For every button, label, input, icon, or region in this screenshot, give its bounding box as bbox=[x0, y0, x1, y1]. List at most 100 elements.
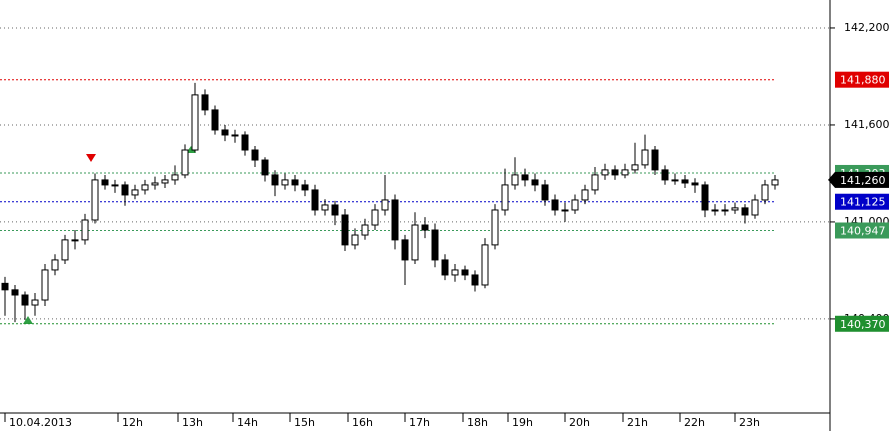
candle-body bbox=[41, 269, 49, 301]
candle-body bbox=[411, 224, 419, 261]
candle-body bbox=[271, 174, 279, 186]
candle-body bbox=[251, 149, 259, 161]
candle-body bbox=[1, 282, 9, 291]
candle-body bbox=[731, 207, 739, 211]
candle-body bbox=[81, 219, 89, 241]
candle-body bbox=[281, 179, 289, 186]
candle-body bbox=[341, 214, 349, 246]
candle-body bbox=[301, 184, 309, 191]
candle-body bbox=[331, 204, 339, 216]
candle-body bbox=[421, 224, 429, 231]
candle-body bbox=[641, 149, 649, 166]
candle-body bbox=[761, 184, 769, 201]
price-arrow bbox=[828, 171, 835, 188]
price-tag bbox=[835, 315, 889, 332]
x-tick-label: 19h bbox=[512, 416, 533, 429]
candle-body bbox=[51, 259, 59, 271]
candle-body bbox=[151, 182, 159, 186]
candle-body bbox=[191, 94, 199, 151]
candle-body bbox=[521, 174, 529, 181]
price-tag-label: 141,880 bbox=[840, 74, 886, 87]
candle-body bbox=[171, 174, 179, 181]
candle-body bbox=[441, 259, 449, 276]
candle-body bbox=[581, 189, 589, 201]
candle-body bbox=[741, 207, 749, 216]
price-tag bbox=[835, 222, 889, 239]
sell-signal bbox=[86, 154, 96, 162]
buy-signal bbox=[23, 316, 33, 324]
candle-body bbox=[181, 149, 189, 176]
candle-body bbox=[721, 209, 729, 212]
candle-body bbox=[111, 184, 119, 187]
candle-body bbox=[231, 134, 239, 137]
candle-body bbox=[201, 94, 209, 111]
candle-body bbox=[221, 129, 229, 136]
candle-body bbox=[631, 164, 639, 171]
candle-body bbox=[11, 289, 19, 296]
x-tick-label: 10.04.2013 bbox=[9, 416, 72, 429]
x-tick-label: 20h bbox=[569, 416, 590, 429]
candle-body bbox=[601, 169, 609, 176]
candle-body bbox=[401, 239, 409, 261]
price-tag bbox=[835, 171, 889, 188]
candle-body bbox=[681, 179, 689, 184]
candle-body bbox=[31, 299, 39, 306]
candle-body bbox=[481, 244, 489, 286]
candle-body bbox=[141, 184, 149, 191]
x-tick-label: 21h bbox=[627, 416, 648, 429]
y-tick-label: 141,600 bbox=[844, 118, 889, 131]
candle-body bbox=[61, 239, 69, 261]
candle-body bbox=[611, 169, 619, 176]
candle-body bbox=[71, 239, 79, 242]
y-tick-label: 142,200 bbox=[844, 21, 889, 34]
candle-body bbox=[211, 109, 219, 131]
candle-body bbox=[461, 269, 469, 276]
candle-body bbox=[451, 269, 459, 276]
candle-body bbox=[391, 199, 399, 241]
candle-body bbox=[261, 159, 269, 176]
x-tick-label: 12h bbox=[122, 416, 143, 429]
candle-body bbox=[431, 229, 439, 261]
candle-body bbox=[131, 189, 139, 196]
candle-body bbox=[321, 204, 329, 211]
candle-body bbox=[311, 189, 319, 211]
candle-body bbox=[591, 174, 599, 191]
candle-body bbox=[541, 184, 549, 201]
price-tag-label: 140,947 bbox=[840, 225, 886, 238]
candle-body bbox=[511, 174, 519, 186]
candle-body bbox=[571, 199, 579, 211]
candle-body bbox=[701, 184, 709, 211]
x-tick-label: 22h bbox=[684, 416, 705, 429]
candle-body bbox=[551, 199, 559, 211]
price-tag-label: 141,260 bbox=[840, 174, 886, 187]
candle-body bbox=[241, 134, 249, 151]
candle-body bbox=[91, 179, 99, 221]
x-tick-label: 15h bbox=[294, 416, 315, 429]
price-tag bbox=[835, 193, 889, 210]
candle-body bbox=[491, 209, 499, 246]
candle-body bbox=[691, 182, 699, 186]
candle-body bbox=[361, 224, 369, 236]
candle-body bbox=[501, 184, 509, 211]
candle-body bbox=[531, 179, 539, 186]
x-tick-label: 23h bbox=[739, 416, 760, 429]
candle-body bbox=[161, 179, 169, 184]
candle-body bbox=[661, 169, 669, 181]
x-tick-label: 17h bbox=[409, 416, 430, 429]
x-tick-label: 14h bbox=[237, 416, 258, 429]
candle-body bbox=[771, 179, 779, 186]
x-tick-label: 18h bbox=[467, 416, 488, 429]
candle-body bbox=[671, 179, 679, 182]
x-tick-label: 13h bbox=[182, 416, 203, 429]
x-tick-label: 16h bbox=[352, 416, 373, 429]
price-tag-label: 140,370 bbox=[840, 318, 886, 331]
candle-body bbox=[471, 274, 479, 286]
candle-body bbox=[101, 179, 109, 186]
candle-body bbox=[381, 199, 389, 211]
candle-body bbox=[21, 294, 29, 306]
candle-body bbox=[651, 149, 659, 171]
candle-body bbox=[121, 184, 129, 196]
candle-body bbox=[621, 169, 629, 176]
